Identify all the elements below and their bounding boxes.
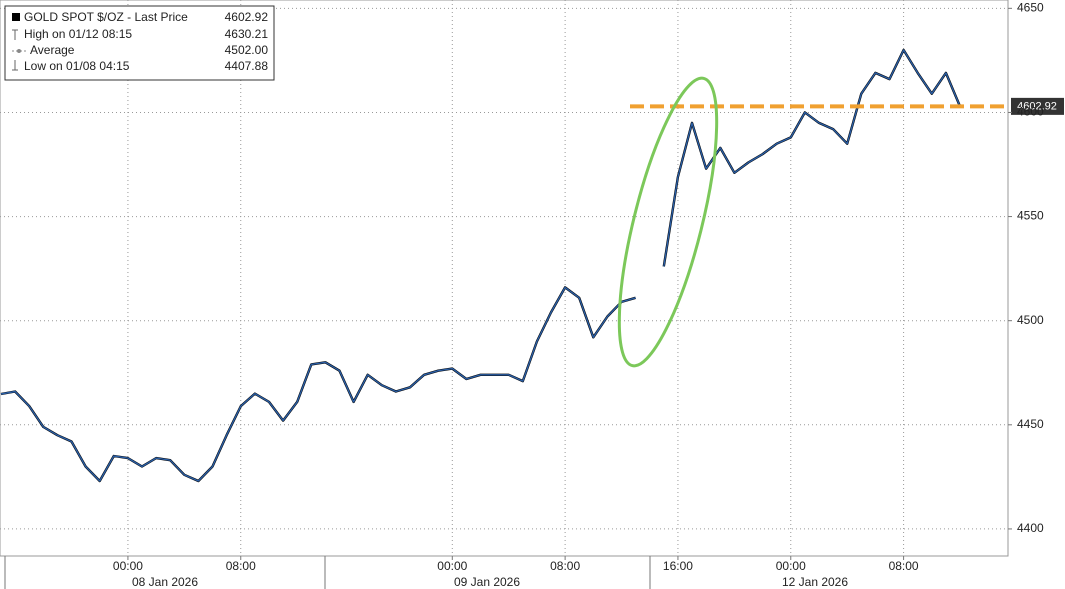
legend-box	[4, 5, 275, 81]
y-tick-label: 4400	[1017, 521, 1044, 535]
y-tick-label: 4600	[1017, 105, 1044, 119]
y-tick-label: 4450	[1017, 417, 1044, 431]
last-price-tag: 4602.92	[1011, 97, 1064, 115]
x-tick-label: 08:00	[226, 559, 256, 573]
legend-stat: High on 01/12 08:15	[24, 27, 132, 41]
x-tick-label: 00:00	[776, 559, 806, 573]
x-tick-label: 08:00	[889, 559, 919, 573]
x-group-label: 08 Jan 2026	[132, 575, 198, 589]
tag-box	[1011, 97, 1064, 115]
x-group-label: 12 Jan 2026	[782, 575, 848, 589]
legend-icon	[12, 60, 18, 71]
legend-icon	[17, 49, 21, 53]
legend-stat-value: 4407.88	[225, 59, 269, 73]
plot-area	[0, 0, 1009, 557]
legend-title: GOLD SPOT $/OZ - Last Price	[24, 10, 188, 24]
legend-stat-value: 4630.21	[225, 27, 269, 41]
x-tick-label: 00:00	[437, 559, 467, 573]
y-tick-label: 4650	[1017, 1, 1044, 15]
legend-stat: Low on 01/08 04:15	[24, 59, 130, 73]
x-tick-label: 00:00	[113, 559, 143, 573]
legend-swatch	[12, 13, 20, 21]
legend: GOLD SPOT $/OZ - Last Price 4602.92 High…	[4, 5, 275, 81]
legend-stat: Average	[30, 43, 75, 57]
x-tick-label: 08:00	[550, 559, 580, 573]
legend-stat-value: 4502.00	[225, 43, 269, 57]
tag-label: 4602.92	[1017, 100, 1057, 112]
y-tick-label: 4550	[1017, 209, 1044, 223]
highlight-ellipse	[617, 76, 719, 368]
legend-value: 4602.92	[225, 10, 269, 24]
y-tick-label: 4500	[1017, 313, 1044, 327]
legend-icon	[12, 29, 18, 40]
x-tick-label: 16:00	[663, 559, 693, 573]
x-group-label: 09 Jan 2026	[454, 575, 520, 589]
